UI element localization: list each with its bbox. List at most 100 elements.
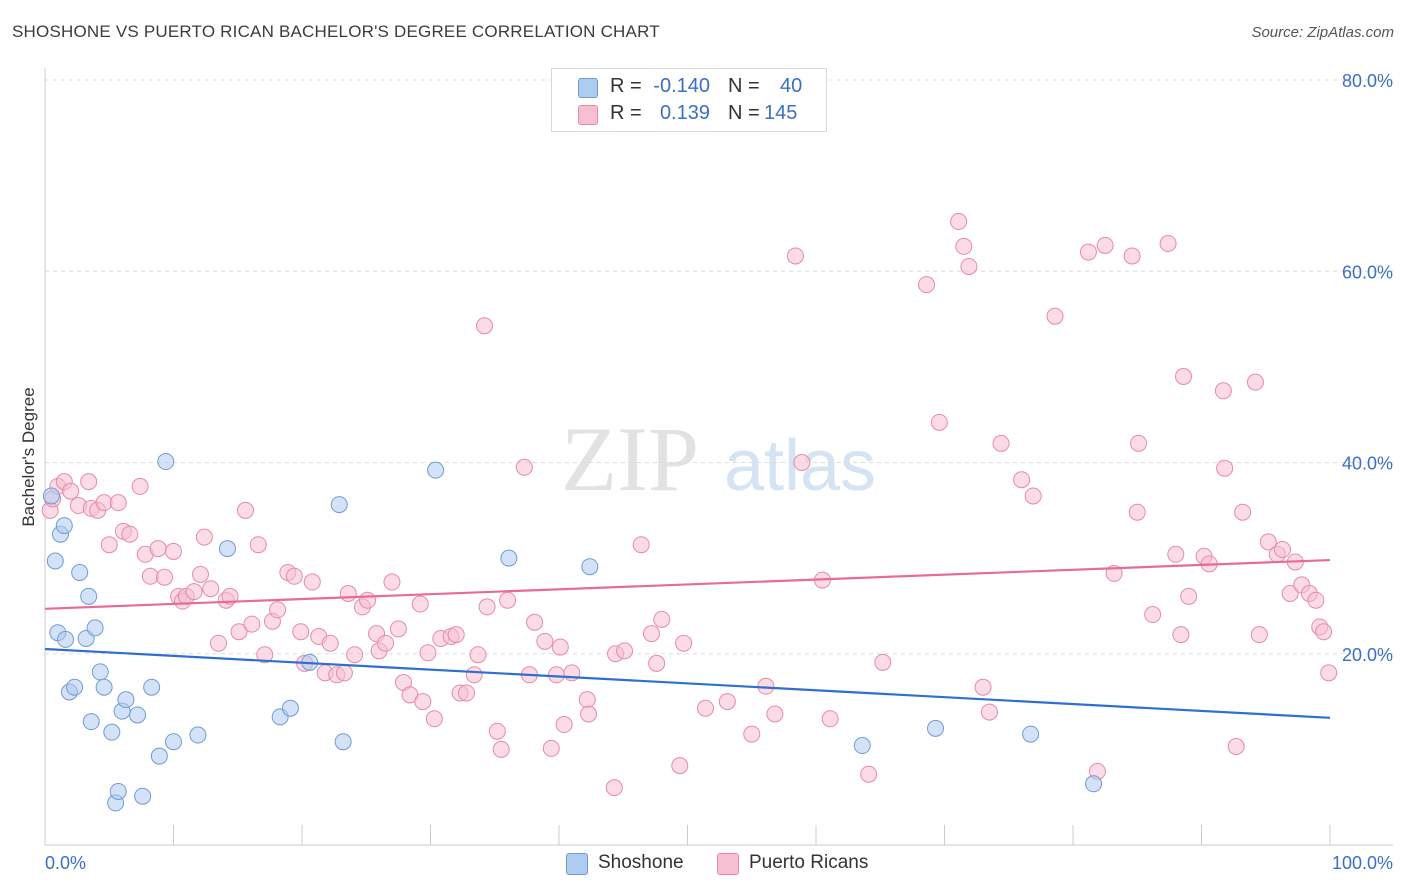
point-puerto-ricans bbox=[243, 615, 261, 633]
point-puerto-ricans bbox=[230, 623, 248, 641]
point-puerto-ricans bbox=[236, 501, 254, 519]
point-puerto-ricans bbox=[1246, 373, 1264, 391]
point-shoshone bbox=[82, 713, 100, 731]
bottom-legend-label: Shoshone bbox=[598, 852, 684, 873]
y-tick-label: 20.0% bbox=[1342, 645, 1393, 665]
point-puerto-ricans bbox=[488, 722, 506, 740]
zipatlas-watermark: ZIP atlas bbox=[561, 408, 876, 510]
point-puerto-ricans bbox=[1273, 541, 1291, 559]
point-shoshone bbox=[143, 678, 161, 696]
point-puerto-ricans bbox=[1024, 487, 1042, 505]
point-puerto-ricans bbox=[425, 710, 443, 728]
point-shoshone bbox=[927, 719, 945, 737]
point-puerto-ricans bbox=[1180, 587, 1198, 605]
y-axis-label: Bachelor's Degree bbox=[19, 387, 38, 526]
point-puerto-ricans bbox=[632, 536, 650, 554]
point-puerto-ricans bbox=[1175, 367, 1193, 385]
point-puerto-ricans bbox=[860, 765, 878, 783]
point-puerto-ricans bbox=[578, 691, 596, 709]
point-puerto-ricans bbox=[1128, 503, 1146, 521]
point-puerto-ricans bbox=[1259, 533, 1277, 551]
point-puerto-ricans bbox=[930, 413, 948, 431]
point-shoshone bbox=[129, 706, 147, 724]
bottom-legend-label: Puerto Ricans bbox=[749, 852, 869, 873]
point-shoshone bbox=[427, 461, 445, 479]
point-shoshone bbox=[66, 678, 84, 696]
point-puerto-ricans bbox=[389, 620, 407, 638]
point-shoshone bbox=[334, 733, 352, 751]
point-puerto-ricans bbox=[515, 458, 533, 476]
point-puerto-ricans bbox=[874, 653, 892, 671]
point-shoshone bbox=[57, 630, 75, 648]
point-puerto-ricans bbox=[992, 434, 1010, 452]
point-shoshone bbox=[281, 699, 299, 717]
point-puerto-ricans bbox=[718, 693, 736, 711]
point-puerto-ricans bbox=[411, 595, 429, 613]
r-value: 0.139 bbox=[659, 102, 710, 124]
point-shoshone bbox=[117, 691, 135, 709]
point-puerto-ricans bbox=[447, 626, 465, 644]
point-shoshone bbox=[853, 737, 871, 755]
r-value: -0.140 bbox=[653, 75, 710, 97]
point-puerto-ricans bbox=[62, 482, 80, 500]
legend-row-shoshone: R = -0.140 N = 40 bbox=[552, 75, 826, 101]
point-shoshone bbox=[134, 787, 152, 805]
point-puerto-ricans bbox=[1315, 623, 1333, 641]
point-puerto-ricans bbox=[100, 536, 118, 554]
point-puerto-ricans bbox=[269, 601, 287, 619]
point-shoshone bbox=[91, 663, 109, 681]
stats-legend: R = -0.140 N = 40 R = 0.139 N = 145 bbox=[551, 68, 827, 132]
point-puerto-ricans bbox=[555, 716, 573, 734]
axes bbox=[44, 68, 1393, 846]
point-puerto-ricans bbox=[249, 536, 267, 554]
point-puerto-ricans bbox=[1079, 243, 1097, 261]
point-shoshone bbox=[500, 549, 518, 567]
point-puerto-ricans bbox=[1046, 307, 1064, 325]
point-puerto-ricans bbox=[209, 634, 227, 652]
point-shoshone bbox=[165, 733, 182, 751]
point-puerto-ricans bbox=[1216, 459, 1234, 477]
point-puerto-ricans bbox=[377, 634, 395, 652]
x-tick-label: 100.0% bbox=[1332, 853, 1393, 873]
chart-title: SHOSHONE VS PUERTO RICAN BACHELOR'S DEGR… bbox=[12, 22, 660, 41]
point-puerto-ricans bbox=[980, 703, 998, 721]
point-puerto-ricans bbox=[551, 638, 569, 656]
point-puerto-ricans bbox=[492, 740, 510, 758]
point-puerto-ricans bbox=[960, 257, 978, 275]
point-shoshone bbox=[109, 782, 127, 800]
trend-line-puerto-ricans bbox=[44, 558, 1331, 610]
point-puerto-ricans bbox=[950, 213, 968, 231]
point-puerto-ricans bbox=[821, 710, 839, 728]
point-puerto-ricans bbox=[478, 598, 496, 616]
trend-lines bbox=[44, 558, 1331, 719]
legend-row-puerto-ricans: R = 0.139 N = 145 bbox=[552, 102, 826, 128]
point-puerto-ricans bbox=[499, 591, 517, 609]
bottom-legend-swatch-shoshone bbox=[566, 853, 588, 875]
point-puerto-ricans bbox=[1281, 585, 1299, 603]
point-puerto-ricans bbox=[580, 705, 598, 723]
point-puerto-ricans bbox=[1013, 471, 1031, 489]
point-puerto-ricans bbox=[1167, 545, 1185, 563]
point-shoshone bbox=[55, 517, 73, 535]
point-puerto-ricans bbox=[1144, 606, 1162, 624]
point-puerto-ricans bbox=[1227, 738, 1245, 756]
x-tick-label: 0.0% bbox=[45, 853, 86, 873]
r-label: R = bbox=[610, 75, 642, 97]
point-puerto-ricans bbox=[185, 583, 203, 601]
point-puerto-ricans bbox=[786, 247, 804, 265]
point-shoshone bbox=[150, 747, 168, 765]
point-shoshone bbox=[103, 723, 121, 741]
point-puerto-ricans bbox=[419, 644, 437, 662]
point-shoshone bbox=[189, 726, 207, 744]
legend-swatch-shoshone bbox=[578, 78, 598, 98]
point-puerto-ricans bbox=[643, 625, 661, 643]
point-shoshone bbox=[1022, 725, 1040, 743]
point-puerto-ricans bbox=[465, 666, 483, 684]
point-puerto-ricans bbox=[285, 567, 303, 585]
point-puerto-ricans bbox=[321, 634, 339, 652]
point-puerto-ricans bbox=[1172, 626, 1190, 644]
point-shoshone bbox=[330, 496, 348, 514]
point-puerto-ricans bbox=[653, 610, 671, 628]
point-shoshone bbox=[80, 587, 98, 605]
